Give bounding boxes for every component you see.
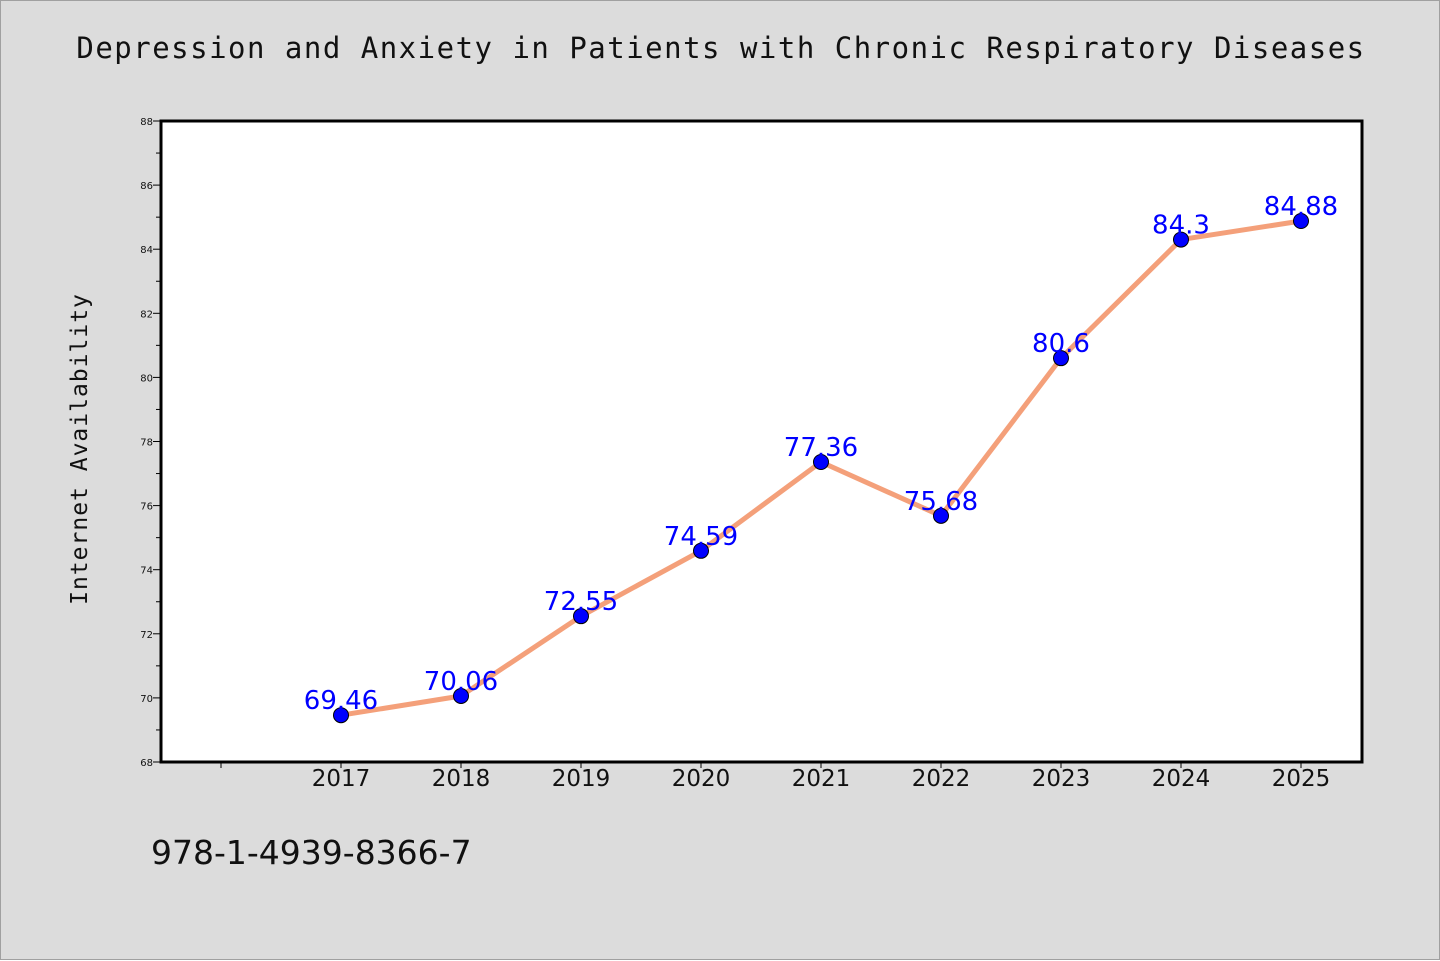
y-tick-label: 76 xyxy=(140,502,153,513)
x-tick-label: 2023 xyxy=(1032,766,1091,792)
data-label: 75.68 xyxy=(904,487,978,517)
y-axis: 68 70 72 74 76 78 80 82 84 86 88 xyxy=(140,117,161,769)
data-point xyxy=(453,687,469,704)
data-labels-group: 69.46 70.06 72.55 74.59 77.36 75.68 80.6 84.3 84… xyxy=(304,192,1338,716)
data-label: 70.06 xyxy=(424,667,498,697)
x-tick-label: 2021 xyxy=(792,766,851,792)
x-tick-label: 2019 xyxy=(552,766,611,792)
y-tick-label: 68 xyxy=(140,758,153,769)
data-point xyxy=(813,454,829,471)
x-tick-label: 2020 xyxy=(672,766,731,792)
data-label: 84.3 xyxy=(1152,211,1210,241)
plot-area xyxy=(159,119,1364,764)
data-label: 69.46 xyxy=(304,686,378,716)
y-tick-label: 88 xyxy=(140,117,153,128)
x-tick-label: 2022 xyxy=(912,766,971,792)
data-point xyxy=(1293,212,1309,229)
y-tick-label: 80 xyxy=(140,373,153,384)
series-markers-group xyxy=(333,212,1309,724)
y-tick-label: 78 xyxy=(140,438,153,449)
y-tick-label: 74 xyxy=(140,566,153,577)
y-tick-label: 84 xyxy=(140,245,153,256)
data-label: 80.6 xyxy=(1032,329,1090,359)
x-tick-label: 2017 xyxy=(312,766,371,792)
data-point xyxy=(573,608,589,625)
data-label: 77.36 xyxy=(784,433,858,463)
footer-code: 978-1-4939-8366-7 xyxy=(151,833,472,872)
x-tick-label: 2024 xyxy=(1152,766,1211,792)
data-point xyxy=(333,707,349,724)
data-point xyxy=(693,542,709,559)
data-point xyxy=(1053,350,1069,367)
y-tick-label: 82 xyxy=(140,309,153,320)
x-axis: 2017 2018 2019 2020 2021 2022 2023 2024 2025 xyxy=(220,762,1331,792)
data-point xyxy=(1173,231,1189,248)
data-label: 74.59 xyxy=(664,522,738,552)
data-label: 72.55 xyxy=(544,587,618,617)
y-tick-label: 86 xyxy=(140,181,153,192)
x-tick-label: 2025 xyxy=(1272,766,1331,792)
y-tick-label: 72 xyxy=(140,630,153,641)
y-axis-title: Internet Availability xyxy=(67,293,93,605)
chart-title: Depression and Anxiety in Patients with … xyxy=(76,31,1366,65)
data-label: 84.88 xyxy=(1264,192,1338,222)
y-tick-label: 70 xyxy=(140,694,153,705)
x-tick-label: 2018 xyxy=(432,766,491,792)
data-point xyxy=(933,507,949,524)
